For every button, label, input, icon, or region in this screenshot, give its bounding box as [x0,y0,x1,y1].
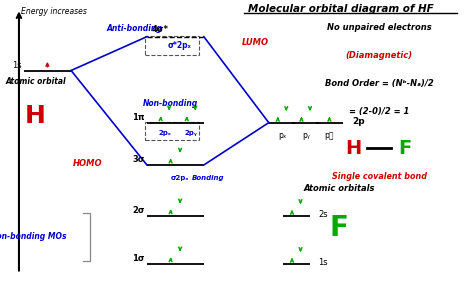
Text: F: F [329,214,348,242]
Bar [145,36,199,55]
Text: Anti-bonding: Anti-bonding [107,24,163,33]
Text: Atomic orbitals: Atomic orbitals [303,184,374,193]
Text: 2σ: 2σ [132,206,145,215]
Text: (Diamagnetic): (Diamagnetic) [346,51,413,60]
Text: pᵧ: pᵧ [302,131,310,140]
Text: pᵴ: pᵴ [325,131,334,140]
Text: H: H [345,138,361,158]
Text: Single covalent bond: Single covalent bond [332,172,427,181]
Text: Energy increases: Energy increases [21,7,87,16]
Text: 1σ: 1σ [132,254,145,263]
Text: 2pᵧ: 2pᵧ [184,130,198,136]
Text: 1s: 1s [318,258,328,267]
Text: 1s: 1s [12,61,21,70]
Text: No unpaired electrons: No unpaired electrons [327,23,431,32]
Text: HOMO: HOMO [73,159,102,168]
Bar [145,122,199,140]
Text: σ*2pₓ: σ*2pₓ [167,41,191,50]
Text: 2pₓ: 2pₓ [159,130,171,136]
Text: 4σ*: 4σ* [152,25,169,34]
Text: pₓ: pₓ [278,131,286,140]
Text: 3σ: 3σ [132,155,145,164]
Text: 2p: 2p [352,117,365,126]
Text: Non-bonding: Non-bonding [143,99,198,108]
Text: 2s: 2s [318,210,328,219]
Text: LUMO: LUMO [242,38,269,47]
Text: 1π: 1π [132,113,145,122]
Text: Bonding: Bonding [192,175,225,181]
Text: = (2-0)/2 = 1: = (2-0)/2 = 1 [349,107,410,116]
Text: Non-bonding MOs: Non-bonding MOs [0,232,67,241]
Text: σ2pₓ: σ2pₓ [171,175,189,181]
Text: Bond Order = (Nᵇ-Nₐ)/2: Bond Order = (Nᵇ-Nₐ)/2 [325,79,434,88]
Text: F: F [399,138,412,158]
Text: Atomic orbital: Atomic orbital [5,77,66,86]
Text: Molecular orbital diagram of HF: Molecular orbital diagram of HF [248,4,434,14]
Text: H: H [25,103,46,128]
